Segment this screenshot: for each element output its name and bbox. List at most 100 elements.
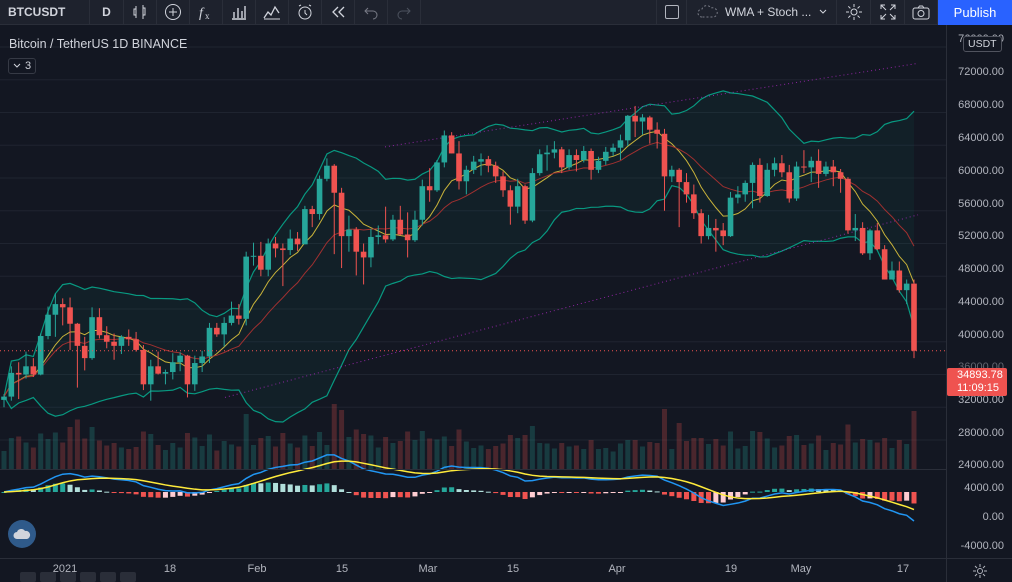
candle bbox=[867, 230, 873, 254]
candle bbox=[764, 169, 771, 197]
macd-histogram-bar bbox=[383, 492, 389, 499]
bollinger-upper bbox=[3, 90, 915, 397]
candle bbox=[463, 169, 470, 182]
macd-histogram-bar bbox=[544, 492, 550, 494]
candle bbox=[140, 349, 147, 385]
undo-icon bbox=[364, 7, 378, 20]
undo-button[interactable] bbox=[355, 0, 388, 25]
macd-histogram-bar bbox=[38, 487, 44, 492]
volume-bar bbox=[419, 431, 425, 469]
macd-histogram-bar bbox=[390, 492, 396, 498]
time-label: 18 bbox=[163, 563, 177, 575]
pane-separator[interactable] bbox=[0, 469, 946, 470]
chart-settings-button[interactable] bbox=[837, 0, 871, 25]
macd-histogram-bar bbox=[706, 492, 712, 504]
price-label: 56000.00 bbox=[958, 198, 1004, 210]
candle bbox=[228, 315, 235, 323]
replay-button[interactable] bbox=[322, 0, 355, 25]
macd-histogram-bar bbox=[82, 489, 88, 492]
tradingview-logo[interactable] bbox=[8, 520, 36, 548]
macd-histogram-bar bbox=[676, 492, 682, 498]
volume-bar bbox=[346, 437, 352, 469]
volume-bar bbox=[544, 443, 550, 469]
alert-button[interactable] bbox=[289, 0, 322, 25]
compare-button[interactable] bbox=[157, 0, 190, 25]
candle bbox=[236, 315, 242, 319]
currency-badge[interactable]: USDT bbox=[963, 36, 1002, 52]
volume-bar bbox=[449, 446, 455, 469]
candle bbox=[52, 304, 59, 315]
tool-chip[interactable] bbox=[80, 572, 96, 582]
volume-bar bbox=[96, 440, 102, 469]
tool-chip[interactable] bbox=[60, 572, 76, 582]
volume-bar bbox=[104, 445, 110, 469]
redo-button[interactable] bbox=[388, 0, 421, 25]
tool-chip[interactable] bbox=[20, 572, 36, 582]
candle bbox=[580, 150, 587, 160]
bar-chart-icon bbox=[232, 6, 246, 20]
macd-histogram-bar bbox=[427, 492, 433, 493]
time-label: 15 bbox=[335, 563, 349, 575]
chart-canvas[interactable] bbox=[0, 25, 946, 558]
candle bbox=[823, 166, 829, 174]
candle bbox=[419, 186, 426, 220]
legend-collapsed-count: 3 bbox=[25, 60, 32, 72]
interval-button[interactable]: D bbox=[90, 0, 124, 25]
macd-histogram-bar bbox=[177, 492, 183, 496]
macd-histogram-bar bbox=[823, 489, 829, 492]
macd-histogram-bar bbox=[221, 489, 227, 492]
macd-histogram-bar bbox=[111, 492, 117, 493]
time-axis[interactable]: 2021 18 Feb 15 Mar 15 Apr 19 May 17 bbox=[0, 558, 946, 582]
candle bbox=[786, 172, 793, 199]
candle bbox=[874, 230, 881, 250]
candle bbox=[544, 152, 550, 155]
volume-bar bbox=[302, 435, 308, 469]
candle bbox=[632, 115, 638, 122]
candle bbox=[294, 238, 301, 245]
candle bbox=[448, 135, 455, 154]
candle bbox=[852, 227, 859, 231]
candle bbox=[184, 355, 191, 385]
macd-histogram-bar bbox=[860, 492, 866, 499]
macd-histogram-bar bbox=[728, 492, 734, 500]
volume-bar bbox=[595, 449, 601, 469]
candle bbox=[133, 339, 139, 350]
candle bbox=[368, 236, 374, 258]
symbol-search-button[interactable]: BTCUSDT bbox=[0, 0, 90, 25]
macd-scale-label: 4000.00 bbox=[964, 482, 1004, 494]
tool-chip[interactable] bbox=[40, 572, 56, 582]
macd-histogram-bar bbox=[742, 492, 748, 495]
candle bbox=[573, 155, 580, 160]
indicators-legend-toggle[interactable]: 3 bbox=[8, 58, 37, 74]
volume-bar bbox=[243, 414, 249, 469]
candle bbox=[96, 317, 103, 336]
ideas-button[interactable] bbox=[256, 0, 289, 25]
tool-chip[interactable] bbox=[100, 572, 116, 582]
volume-bar bbox=[221, 441, 227, 469]
financials-button[interactable] bbox=[223, 0, 256, 25]
snapshot-button[interactable] bbox=[905, 0, 938, 25]
fullscreen-button[interactable] bbox=[871, 0, 905, 25]
candle bbox=[624, 115, 631, 141]
candle bbox=[206, 327, 213, 357]
tool-chip[interactable] bbox=[120, 572, 136, 582]
publish-button[interactable]: Publish bbox=[938, 0, 1012, 25]
macd-histogram-bar bbox=[229, 488, 234, 492]
price-scale[interactable]: 72000.00 68000.00 64000.00 60000.00 5600… bbox=[946, 25, 1012, 558]
svg-text:f: f bbox=[199, 6, 205, 21]
layout-button[interactable] bbox=[657, 0, 687, 25]
bar-style-button[interactable] bbox=[124, 0, 157, 25]
volume-bar bbox=[485, 449, 491, 469]
template-dropdown[interactable]: WMA + Stoch ... bbox=[687, 0, 837, 25]
volume-bar bbox=[772, 447, 778, 469]
volume-bar bbox=[38, 433, 44, 469]
volume-bar bbox=[838, 444, 844, 469]
candle bbox=[125, 336, 132, 340]
axis-settings-button[interactable] bbox=[946, 558, 1012, 582]
volume-bar bbox=[287, 443, 293, 469]
price-label: 32000.00 bbox=[958, 394, 1004, 406]
macd-histogram-bar bbox=[603, 492, 609, 494]
volume-bar bbox=[405, 431, 411, 469]
macd-histogram-bar bbox=[236, 488, 242, 492]
